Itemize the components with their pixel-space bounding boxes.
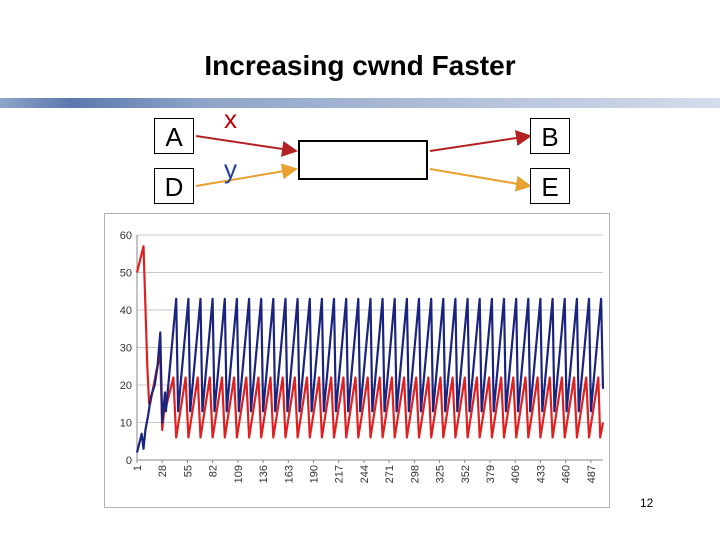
chart-frame: 0 10 20 30 40 50 60 1 28 55 82 109 136 163 190 217 244 27…: [104, 213, 610, 508]
y-tick-label: 60: [120, 230, 132, 242]
x-tick-label: 163: [283, 465, 295, 483]
link-d-to-router: [195, 163, 298, 187]
link-a-to-router: [195, 135, 298, 157]
x-tick-label: 28: [157, 465, 169, 477]
page-number: 12: [640, 496, 654, 510]
x-tick-label: 109: [233, 465, 245, 483]
x-tick-label: 217: [334, 465, 346, 483]
x-tick-label: 406: [510, 465, 522, 483]
x-tick-label: 271: [384, 465, 396, 483]
host-d: D: [154, 168, 194, 204]
flow-label-y: y: [224, 154, 237, 184]
host-e: E: [530, 168, 570, 204]
x-tick-label: 487: [586, 465, 598, 483]
y-tick-label: 40: [120, 305, 132, 317]
x-tick-label: 352: [460, 465, 472, 483]
router-box: [298, 140, 428, 180]
x-tick-label: 136: [258, 465, 270, 483]
y-tick-label: 20: [120, 380, 132, 392]
x-tick-label: 55: [182, 465, 194, 477]
x-tick-label: 379: [485, 465, 497, 483]
y-tick-label: 30: [120, 343, 132, 355]
series-line-blue: [135, 297, 605, 453]
host-b: B: [530, 118, 570, 154]
host-a: A: [154, 118, 194, 154]
x-tick-label: 1: [132, 465, 144, 471]
x-tick-label: 325: [435, 465, 447, 483]
x-tick-label: 244: [359, 465, 371, 483]
title-underline-bar: [0, 98, 720, 108]
x-tick-label: 433: [535, 465, 547, 483]
x-tick-label: 298: [409, 465, 421, 483]
y-tick-label: 0: [126, 455, 132, 467]
topology-links: [195, 130, 532, 192]
x-tick-label: 82: [208, 465, 220, 477]
series-line-red: [135, 245, 605, 439]
y-tick-label: 50: [120, 268, 132, 280]
flow-label-x: x: [224, 104, 237, 134]
cwnd-line-chart: 0 10 20 30 40 50 60 1 28 55 82 109 136 163 190 217 244 27…: [120, 230, 605, 483]
x-tick-label: 460: [561, 465, 573, 483]
link-router-to-e: [429, 168, 532, 192]
slide-title: Increasing cwnd Faster: [204, 50, 516, 81]
x-tick-label: 190: [309, 465, 321, 483]
link-router-to-b: [429, 130, 532, 152]
y-tick-label: 10: [120, 418, 132, 430]
